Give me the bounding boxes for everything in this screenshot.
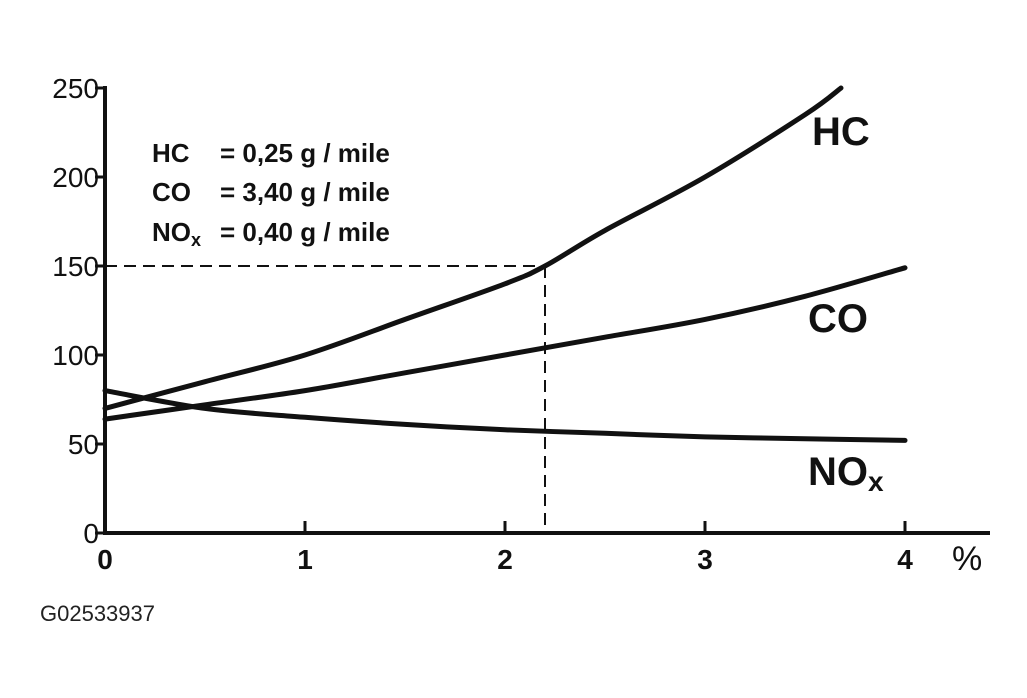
y-tick-label: 150 bbox=[52, 251, 99, 282]
reference-lines bbox=[105, 265, 546, 533]
y-tick-label: 0 bbox=[83, 518, 99, 549]
x-tick-label: 4 bbox=[897, 544, 913, 575]
series-group bbox=[102, 85, 908, 443]
series-line-nox bbox=[102, 388, 908, 443]
y-tick-label: 200 bbox=[52, 162, 99, 193]
x-tick-label: 2 bbox=[497, 544, 513, 575]
legend-value: = 3,40 g / mile bbox=[220, 177, 390, 207]
legend-name: CO bbox=[152, 177, 191, 207]
series-label-hc: HC bbox=[812, 110, 870, 154]
y-tick-label: 100 bbox=[52, 340, 99, 371]
series-line-hc bbox=[102, 85, 844, 411]
y-tick-label: 50 bbox=[68, 429, 99, 460]
legend-value: = 0,25 g / mile bbox=[220, 138, 390, 168]
x-tick-label: 0 bbox=[97, 544, 113, 575]
legend-name: HC bbox=[152, 138, 190, 168]
x-unit-label: % bbox=[952, 540, 982, 578]
legend-value: = 0,40 g / mile bbox=[220, 217, 390, 247]
legend-name: NOx bbox=[152, 217, 201, 250]
axes: 0 50 100 150 200 250 0 1 2 3 4 bbox=[52, 73, 990, 575]
figure-id: G02533937 bbox=[40, 601, 155, 626]
x-tick-label: 3 bbox=[697, 544, 713, 575]
x-tick-label: 1 bbox=[297, 544, 313, 575]
series-line-co bbox=[102, 265, 908, 422]
legend: HC = 0,25 g / mile CO = 3,40 g / mile NOx = 0… bbox=[152, 138, 390, 250]
series-label-nox: NOx bbox=[808, 450, 884, 497]
y-tick-label: 250 bbox=[52, 73, 99, 104]
series-label-co: CO bbox=[808, 297, 868, 341]
